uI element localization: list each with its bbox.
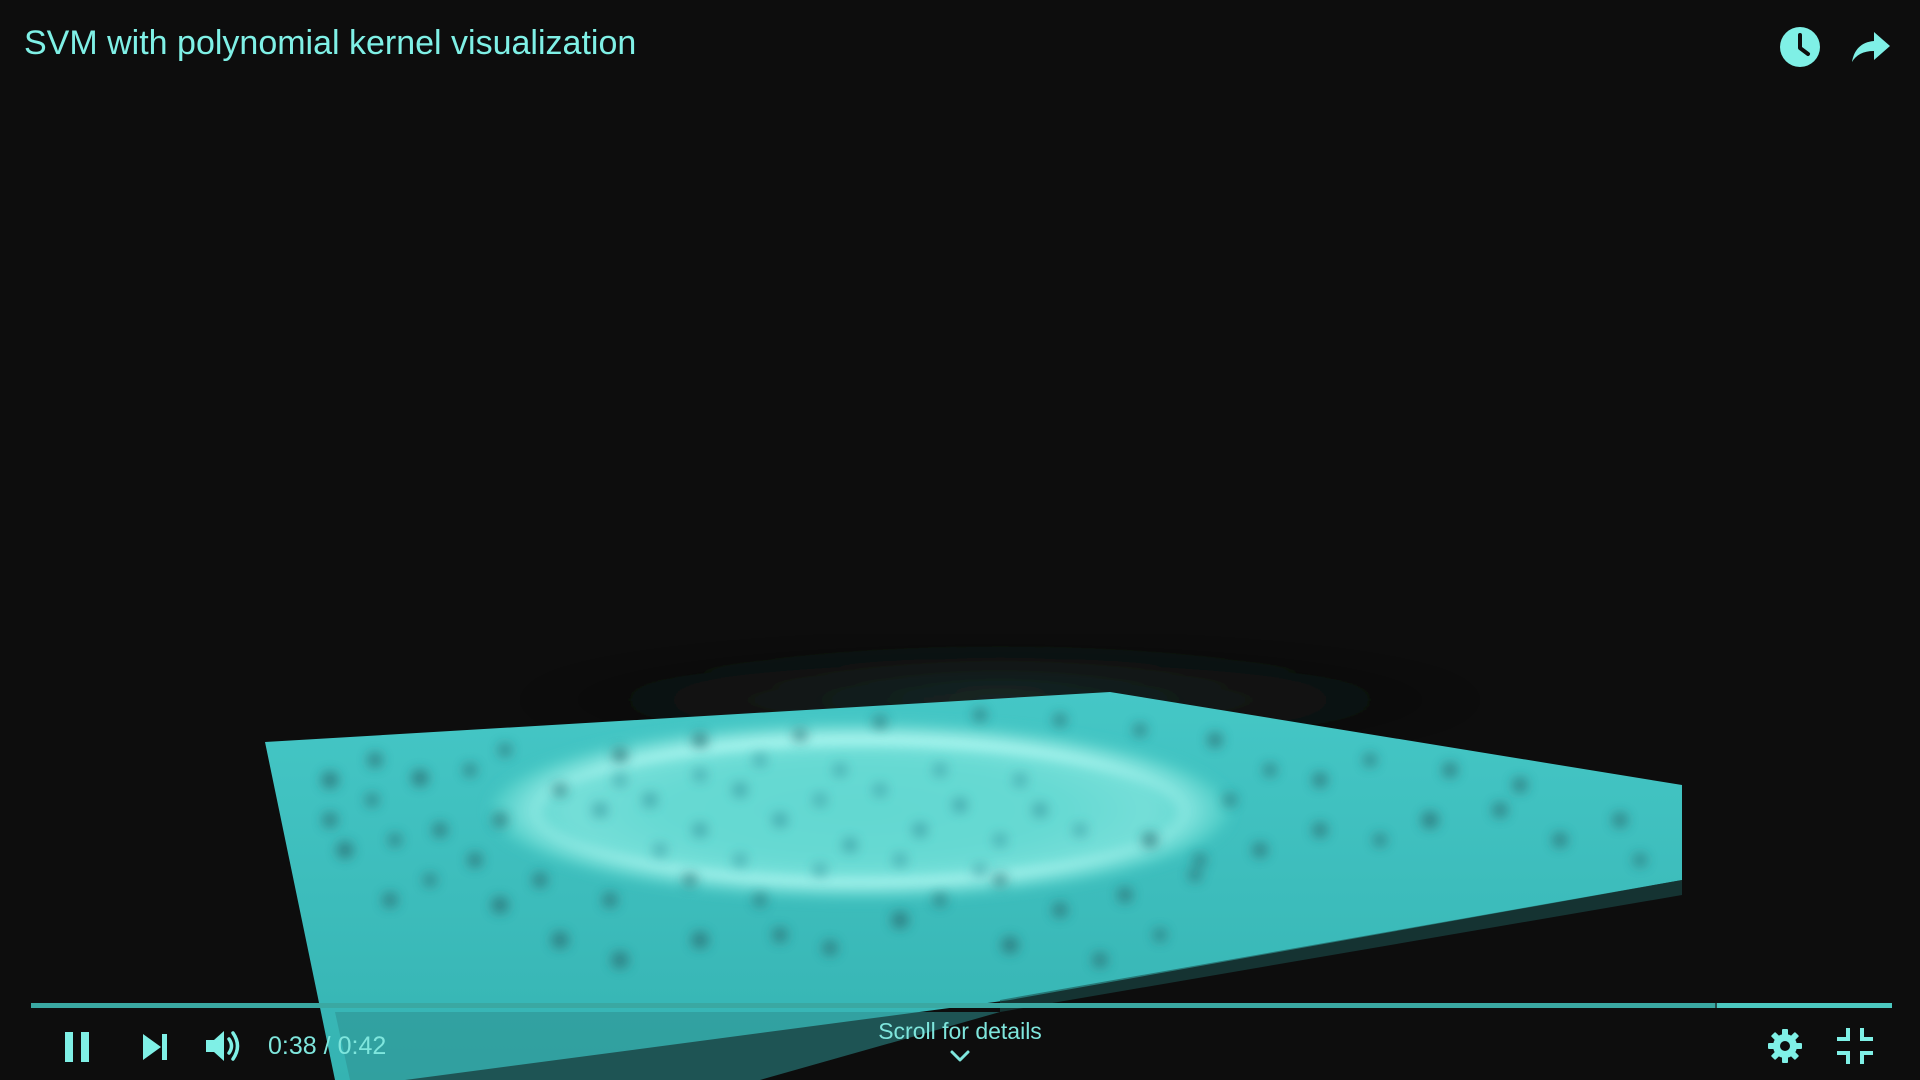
pause-icon[interactable] — [55, 1024, 99, 1068]
gear-icon[interactable] — [1763, 1024, 1807, 1068]
current-time: 0:38 — [268, 1032, 317, 1060]
progress-bar[interactable] — [31, 1003, 1892, 1008]
top-bar: SVM with polynomial kernel visualization — [0, 0, 1920, 100]
share-arrow-icon[interactable] — [1848, 24, 1894, 70]
volume-high-icon[interactable] — [201, 1024, 245, 1068]
scroll-for-details[interactable]: Scroll for details — [860, 1018, 1060, 1063]
skip-next-icon[interactable] — [133, 1024, 177, 1068]
progress-played — [31, 1003, 1716, 1008]
progress-buffered — [1717, 1003, 1892, 1008]
time-separator: / — [323, 1032, 331, 1060]
duration: 0:42 — [337, 1032, 387, 1060]
chevron-down-icon — [950, 1050, 970, 1062]
video-title: SVM with polynomial kernel visualization — [24, 24, 637, 62]
time-display: 0:38/0:42 — [268, 1032, 386, 1061]
clock-icon[interactable] — [1777, 24, 1823, 70]
decision-surface — [265, 692, 1682, 1080]
scroll-hint-label: Scroll for details — [878, 1018, 1042, 1044]
control-bar: 0:38/0:42 — [0, 1012, 1920, 1080]
exit-fullscreen-icon[interactable] — [1833, 1024, 1877, 1068]
